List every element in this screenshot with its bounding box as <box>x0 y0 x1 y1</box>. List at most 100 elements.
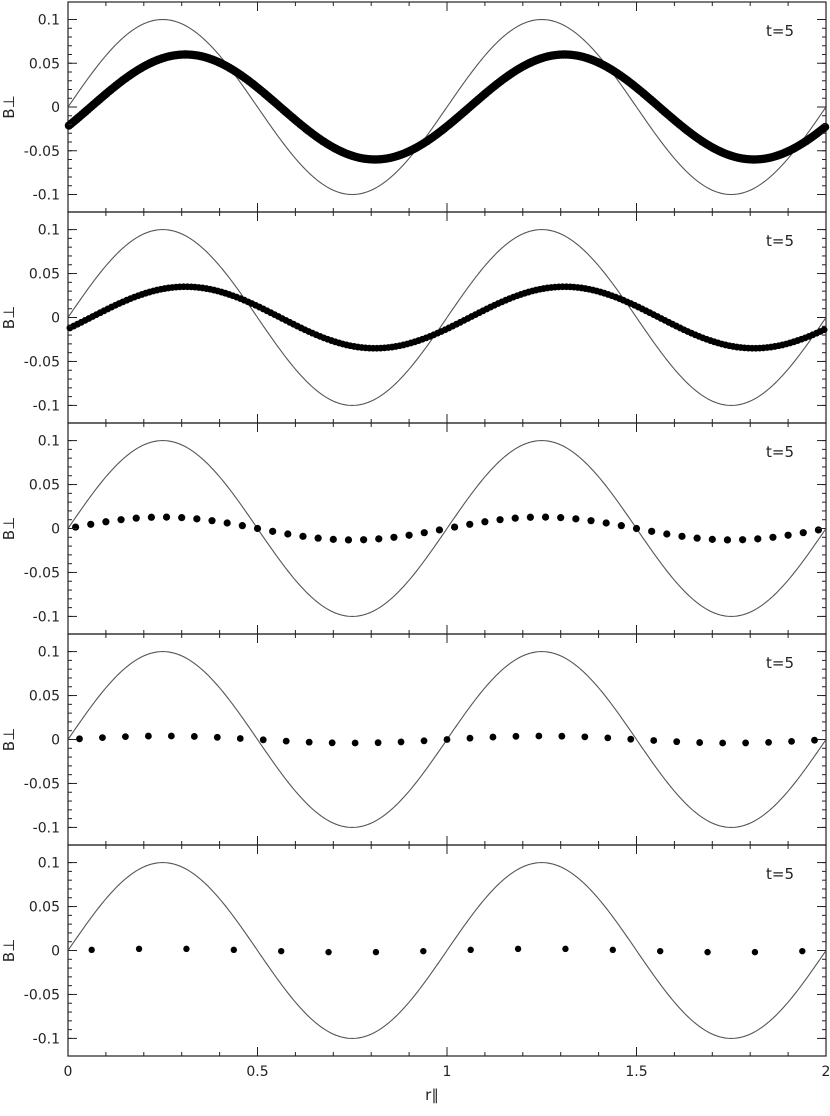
y-tick-label: 0.1 <box>38 223 60 239</box>
panel-2: 0.1 0.05 0 -0.05 -0.1 B⊥ t=5 <box>0 211 828 424</box>
y-tick-label: -0.1 <box>33 188 60 204</box>
data-point <box>230 946 238 954</box>
data-point <box>325 948 332 956</box>
data-point <box>435 526 444 534</box>
data-point <box>656 947 664 955</box>
data-point <box>178 514 186 522</box>
data-point <box>390 533 398 541</box>
y-tick-label: 0 <box>51 311 60 327</box>
data-point <box>329 535 337 543</box>
data-point <box>71 523 80 531</box>
x-tick-label: 0.5 <box>246 1064 268 1080</box>
data-point <box>375 535 383 543</box>
data-point <box>650 737 658 744</box>
data-point <box>617 522 625 530</box>
series-points <box>76 732 818 747</box>
data-point <box>223 519 231 527</box>
data-point <box>305 738 313 746</box>
data-point <box>751 948 759 956</box>
data-point <box>328 739 336 747</box>
data-point <box>443 736 451 743</box>
y-tick-label: -0.05 <box>24 565 60 581</box>
data-point <box>420 737 428 745</box>
y-tick-label: 0.1 <box>38 645 60 661</box>
data-point <box>284 530 292 538</box>
data-point <box>693 534 701 542</box>
y-axis-label: B⊥ <box>0 517 18 540</box>
y-tick-label: 0.05 <box>29 900 60 916</box>
data-point <box>541 513 550 521</box>
data-point <box>467 946 474 954</box>
series-points <box>66 283 828 352</box>
time-annotation: t=5 <box>766 865 794 883</box>
x-tick-label: 1.5 <box>625 1064 647 1080</box>
data-point <box>213 733 221 741</box>
data-point <box>788 738 795 745</box>
panel-3: 0.1 0.05 0 -0.05 -0.1 B⊥ t=5 <box>0 422 827 635</box>
data-point <box>673 738 681 746</box>
data-point <box>144 732 152 740</box>
data-point <box>587 517 595 525</box>
y-tick-label: -0.05 <box>24 987 60 1003</box>
panel-5: 0.1 0.05 0 -0.05 -0.1 0 0.5 1 1.5 2 B⊥ t=5 r∥ <box>0 844 830 1104</box>
data-point <box>420 947 427 955</box>
data-point <box>496 516 504 524</box>
data-point <box>627 735 635 743</box>
data-point <box>162 513 171 521</box>
y-tick-label: 0.05 <box>29 267 60 283</box>
data-point <box>765 738 772 746</box>
y-tick-label: -0.05 <box>24 354 60 370</box>
data-point <box>208 517 216 525</box>
data-point <box>99 734 106 741</box>
data-point <box>282 737 290 745</box>
series-points <box>64 50 830 164</box>
data-point <box>360 536 368 544</box>
data-point <box>277 947 285 955</box>
y-axis-label: B⊥ <box>0 728 18 751</box>
y-tick-label: 0.05 <box>29 689 60 705</box>
data-point <box>678 532 686 540</box>
y-tick-label: 0.1 <box>38 434 60 450</box>
data-point <box>511 514 519 522</box>
series-points <box>88 945 806 956</box>
x-tick-label: 1 <box>443 1064 452 1080</box>
data-point <box>811 736 818 744</box>
y-axis-label: B⊥ <box>0 939 18 962</box>
y-tick-label: -0.1 <box>33 820 60 836</box>
data-point <box>147 513 155 521</box>
data-point <box>102 518 110 526</box>
data-point <box>648 527 656 535</box>
data-point <box>183 945 190 953</box>
data-point <box>76 735 83 743</box>
data-point <box>135 945 143 953</box>
data-point <box>314 534 322 542</box>
data-point <box>132 514 140 522</box>
time-annotation: t=5 <box>766 232 794 250</box>
data-point <box>739 536 747 544</box>
data-point <box>420 529 428 537</box>
panel-4: 0.1 0.05 0 -0.05 -0.1 B⊥ t=5 <box>0 633 827 846</box>
data-point <box>481 518 489 526</box>
panel-1: 0.1 0.05 0 -0.05 -0.1 B⊥ t=5 <box>0 1 830 213</box>
data-point <box>374 739 382 747</box>
data-point <box>769 533 777 541</box>
data-point <box>450 523 459 531</box>
y-tick-label: 0 <box>51 100 60 116</box>
y-tick-label: -0.1 <box>33 398 60 414</box>
data-point <box>602 519 610 527</box>
data-point <box>269 527 277 535</box>
data-point <box>122 733 129 741</box>
data-point <box>799 947 806 955</box>
data-point <box>604 734 612 742</box>
y-tick-label: 0 <box>51 944 60 960</box>
data-point <box>489 733 497 741</box>
data-point <box>87 520 95 528</box>
data-point <box>557 514 565 522</box>
data-point <box>723 536 732 544</box>
data-point <box>719 739 727 747</box>
y-tick-label: -0.1 <box>33 1031 60 1047</box>
data-point <box>88 946 95 954</box>
data-point <box>351 739 359 747</box>
y-tick-label: -0.1 <box>33 609 60 625</box>
y-tick-label: 0 <box>51 522 60 538</box>
